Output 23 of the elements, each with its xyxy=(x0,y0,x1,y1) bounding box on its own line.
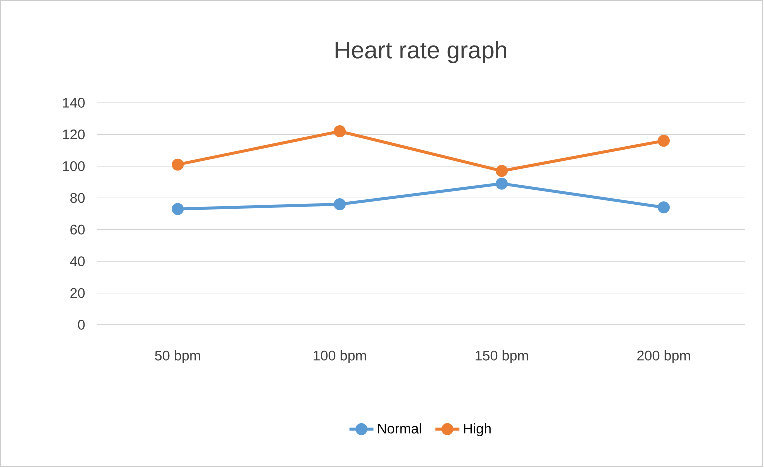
legend-label: High xyxy=(464,424,491,437)
x-tick-label: 100 bpm xyxy=(314,350,366,364)
y-tick-label: 140 xyxy=(63,98,85,108)
point xyxy=(172,158,184,171)
chart-title: Heart rate graph xyxy=(336,41,506,64)
y-tick-label: 0 xyxy=(78,320,85,330)
point xyxy=(496,165,508,178)
y-tick-label: 80 xyxy=(70,193,85,204)
x-tick-label: 150 bpm xyxy=(476,350,528,364)
x-tick-label: 200 bpm xyxy=(638,350,690,364)
point xyxy=(658,135,670,148)
point xyxy=(658,202,670,214)
y-tick-label: 40 xyxy=(70,256,85,267)
point xyxy=(334,126,346,138)
point xyxy=(334,198,346,210)
y-tick-label: 20 xyxy=(70,288,85,298)
point xyxy=(172,203,184,216)
point xyxy=(496,178,508,190)
y-tick-label: 60 xyxy=(70,224,85,235)
y-tick-label: 120 xyxy=(63,130,85,140)
y-tick-label: 100 xyxy=(63,161,85,172)
x-tick-label: 50 bpm xyxy=(155,350,200,364)
legend-label: Normal xyxy=(378,424,422,434)
